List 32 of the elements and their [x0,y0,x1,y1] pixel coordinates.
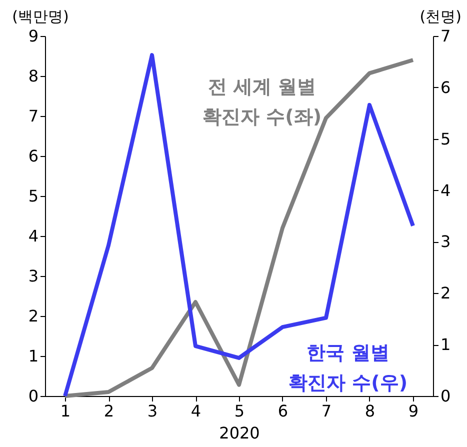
x-tick-label: 4 [190,402,202,420]
y2-tick-label: 7 [440,26,451,46]
y-tick-label: 1 [28,346,38,366]
y-axis-title: (백만명) [12,8,69,26]
y2-tick-label: 4 [440,180,451,200]
y-tick-label: 5 [28,186,38,206]
x-tick-label: 9 [408,402,419,420]
y-tick-label: 2 [28,306,38,326]
x-tick-label: 1 [60,402,71,420]
y2-tick-label: 0 [440,386,451,406]
y2-tick-label: 1 [440,335,451,354]
y-tick-label: 9 [28,26,38,46]
y-tick-label: 7 [28,106,38,126]
x-tick-label: 3 [147,402,158,420]
y-tick-label: 8 [28,66,38,86]
y-tick-label: 6 [28,146,38,166]
y-tick-label: 3 [28,266,38,286]
x-tick-label: 2 [104,402,114,420]
x-tick-label: 6 [278,402,288,420]
x-axis-title: 2020 [219,424,260,442]
y2-tick-label: 6 [440,78,451,97]
y-tick-label: 4 [28,226,38,246]
series-label: 전 세계 월별 확진자 수(좌) [202,76,322,128]
x-tick-label: 7 [321,402,332,420]
y2-tick-label: 2 [440,284,451,303]
y2-tick-label: 5 [440,129,451,148]
series-label: 한국 월별 확진자 수(우) [288,342,408,394]
y-tick-label: 0 [28,386,38,406]
x-tick-label: 5 [234,402,245,420]
y2-axis-title: (천명) [420,8,462,26]
y2-tick-label: 3 [440,232,451,252]
x-tick-label: 8 [364,402,376,420]
